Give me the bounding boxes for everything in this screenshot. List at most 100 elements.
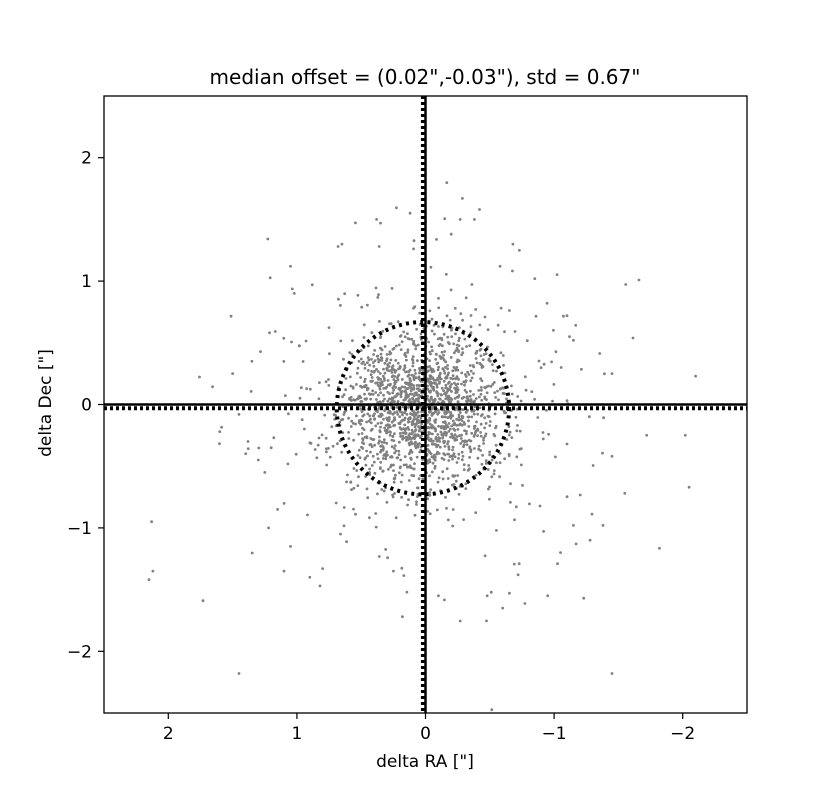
scatter-point (273, 330, 277, 333)
scatter-point (407, 406, 410, 409)
scatter-point (404, 427, 408, 430)
scatter-point (382, 377, 386, 380)
scatter-point (495, 369, 498, 373)
scatter-point (404, 393, 408, 396)
scatter-point (361, 437, 364, 440)
scatter-point (451, 457, 454, 461)
scatter-point (349, 395, 353, 399)
scatter-point (405, 439, 408, 442)
scatter-point (474, 431, 477, 434)
scatter-point (393, 411, 396, 415)
scatter-point (436, 433, 440, 436)
y-axis-label: delta Dec ["] (36, 349, 56, 457)
scatter-point (448, 427, 452, 431)
scatter-point (431, 386, 435, 390)
scatter-point (468, 344, 472, 347)
scatter-point (437, 306, 441, 310)
scatter-point (320, 433, 324, 437)
scatter-point (428, 377, 432, 381)
scatter-point (384, 424, 388, 427)
scatter-point (494, 396, 497, 399)
scatter-point (430, 370, 434, 374)
scatter-point (414, 423, 418, 426)
scatter-point (438, 336, 442, 340)
scatter-point (498, 451, 502, 455)
scatter-point (386, 453, 389, 457)
scatter-point (350, 399, 353, 402)
scatter-point (363, 380, 366, 383)
scatter-point (461, 454, 465, 458)
scatter-point (388, 430, 392, 433)
scatter-point (484, 352, 488, 356)
scatter-point (390, 420, 394, 424)
scatter-point (469, 369, 473, 373)
scatter-point (397, 422, 401, 425)
scatter-point (198, 375, 201, 379)
scatter-point (407, 437, 411, 441)
scatter-point (282, 360, 286, 363)
scatter-point (443, 453, 447, 457)
x-tick-label: −1 (542, 724, 567, 744)
scatter-point (383, 361, 387, 365)
scatter-point (487, 415, 491, 419)
scatter-point (429, 395, 433, 399)
scatter-point (438, 445, 442, 449)
scatter-point (468, 394, 472, 398)
scatter-point (550, 360, 553, 364)
scatter-point (455, 360, 459, 364)
scatter-point (610, 672, 614, 675)
scatter-point (368, 414, 372, 418)
scatter-point (374, 424, 378, 428)
scatter-point (390, 287, 394, 290)
scatter-point (390, 445, 394, 449)
scatter-point (437, 424, 440, 428)
scatter-point (430, 345, 433, 349)
scatter-point (417, 396, 421, 400)
scatter-point (401, 437, 404, 441)
scatter-point (357, 432, 361, 436)
scatter-point (448, 318, 452, 322)
scatter-point (440, 425, 443, 428)
scatter-point (480, 366, 484, 369)
scatter-point (436, 376, 440, 380)
scatter-point (444, 272, 448, 276)
scatter-point (443, 392, 446, 396)
scatter-point (458, 218, 462, 221)
scatter-point (379, 356, 383, 359)
scatter-point (457, 359, 461, 363)
scatter-point (420, 410, 423, 414)
scatter-point (455, 435, 459, 438)
scatter-point (409, 466, 413, 470)
scatter-point (372, 438, 376, 441)
scatter-point (428, 512, 432, 516)
scatter-point (418, 311, 422, 315)
scatter-point (426, 394, 429, 398)
scatter-point (389, 358, 393, 362)
scatter-point (468, 456, 471, 459)
scatter-point (379, 221, 382, 225)
scatter-point (516, 424, 519, 427)
scatter-point (467, 415, 471, 419)
scatter-point (442, 332, 446, 336)
scatter-point (412, 306, 415, 310)
scatter-point (419, 416, 423, 420)
scatter-point (494, 443, 498, 447)
scatter-point (509, 482, 512, 486)
scatter-point (415, 327, 418, 331)
scatter-point (374, 391, 378, 394)
x-tick-label: 0 (420, 724, 431, 744)
scatter-point (384, 386, 388, 390)
scatter-point (480, 364, 484, 367)
scatter-point (510, 392, 514, 396)
scatter-point (475, 420, 478, 424)
scatter-point (502, 363, 505, 367)
scatter-point (392, 347, 396, 350)
scatter-point (411, 358, 415, 362)
scatter-point (432, 324, 436, 327)
scatter-point (411, 436, 414, 440)
scatter-point (259, 350, 262, 353)
scatter-point (374, 381, 377, 385)
x-tick-label: −2 (670, 724, 695, 744)
scatter-point (371, 454, 375, 458)
scatter-point (541, 437, 545, 441)
